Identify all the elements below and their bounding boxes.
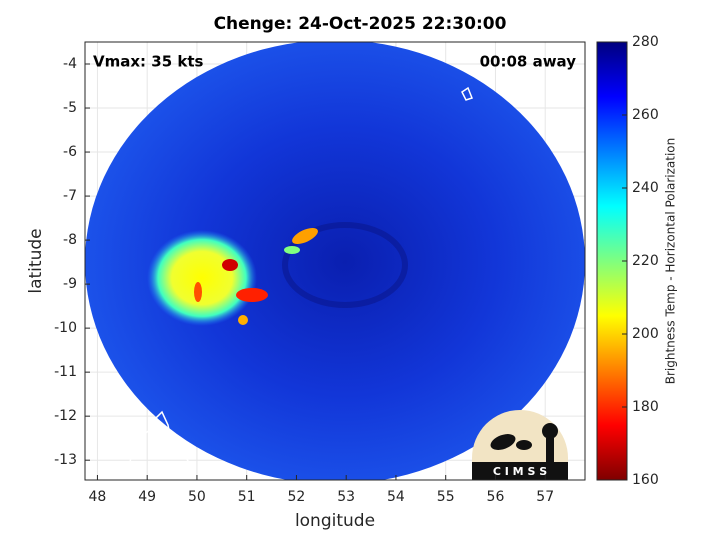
- colorbar-tick-label: 220: [632, 253, 659, 269]
- y-tick-label: -12: [54, 408, 77, 424]
- x-tick-label: 54: [387, 489, 405, 505]
- logo-bar: [472, 462, 568, 480]
- logo-tower: [546, 438, 554, 462]
- cold-core: [194, 282, 202, 302]
- annotation: 00:08 away: [480, 53, 577, 71]
- cold-cloud: [147, 230, 257, 326]
- y-tick-label: -13: [54, 452, 77, 468]
- swirl: [282, 222, 408, 308]
- colorbar-tick-label: 180: [632, 399, 659, 415]
- x-tick-label: 49: [138, 489, 156, 505]
- cold-core: [292, 227, 318, 245]
- y-axis-label: latitude: [26, 228, 46, 293]
- colorbar-tick-label: 200: [632, 326, 659, 342]
- y-tick-label: -10: [54, 320, 77, 336]
- logo-dish: [516, 440, 532, 450]
- colorbar-label: Brightness Temp - Horizontal Polarizatio…: [664, 138, 678, 385]
- cold-core: [238, 315, 248, 325]
- x-tick-label: 55: [437, 489, 455, 505]
- colorbar-tick-label: 240: [632, 180, 659, 196]
- x-tick-label: 51: [238, 489, 256, 505]
- logo-tower: [542, 423, 558, 439]
- plot-frame: [84, 41, 586, 481]
- y-tick-label: -9: [63, 276, 77, 292]
- logo-text: C I M S S: [493, 465, 547, 478]
- x-tick-label: 50: [188, 489, 206, 505]
- colorbar-tick-label: 160: [632, 472, 659, 488]
- cold-core: [236, 288, 268, 302]
- colorbar-tick-label: 280: [632, 34, 659, 50]
- x-tick-label: 48: [89, 489, 107, 505]
- x-tick-label: 56: [487, 489, 505, 505]
- x-tick-label: 53: [337, 489, 355, 505]
- cold-core: [222, 259, 238, 271]
- x-axis-label: longitude: [295, 511, 375, 531]
- chart-title: Chenge: 24-Oct-2025 22:30:00: [214, 14, 507, 34]
- cold-core: [284, 246, 300, 254]
- x-tick-label: 52: [288, 489, 306, 505]
- annotation: Vmax: 35 kts: [93, 53, 203, 71]
- y-tick-label: -6: [63, 144, 77, 160]
- coastline: [461, 86, 473, 101]
- y-tick-label: -11: [54, 364, 77, 380]
- colorbar-tick-label: 260: [632, 107, 659, 123]
- x-tick-label: 57: [536, 489, 554, 505]
- y-tick-label: -4: [63, 56, 77, 72]
- swath-image: [85, 42, 585, 480]
- y-tick-label: -5: [63, 100, 77, 116]
- y-tick-label: -8: [63, 232, 77, 248]
- y-tick-label: -7: [63, 188, 77, 204]
- coastline: [104, 410, 198, 480]
- swath: C I M S S: [85, 42, 585, 480]
- logo-dish: [490, 434, 516, 450]
